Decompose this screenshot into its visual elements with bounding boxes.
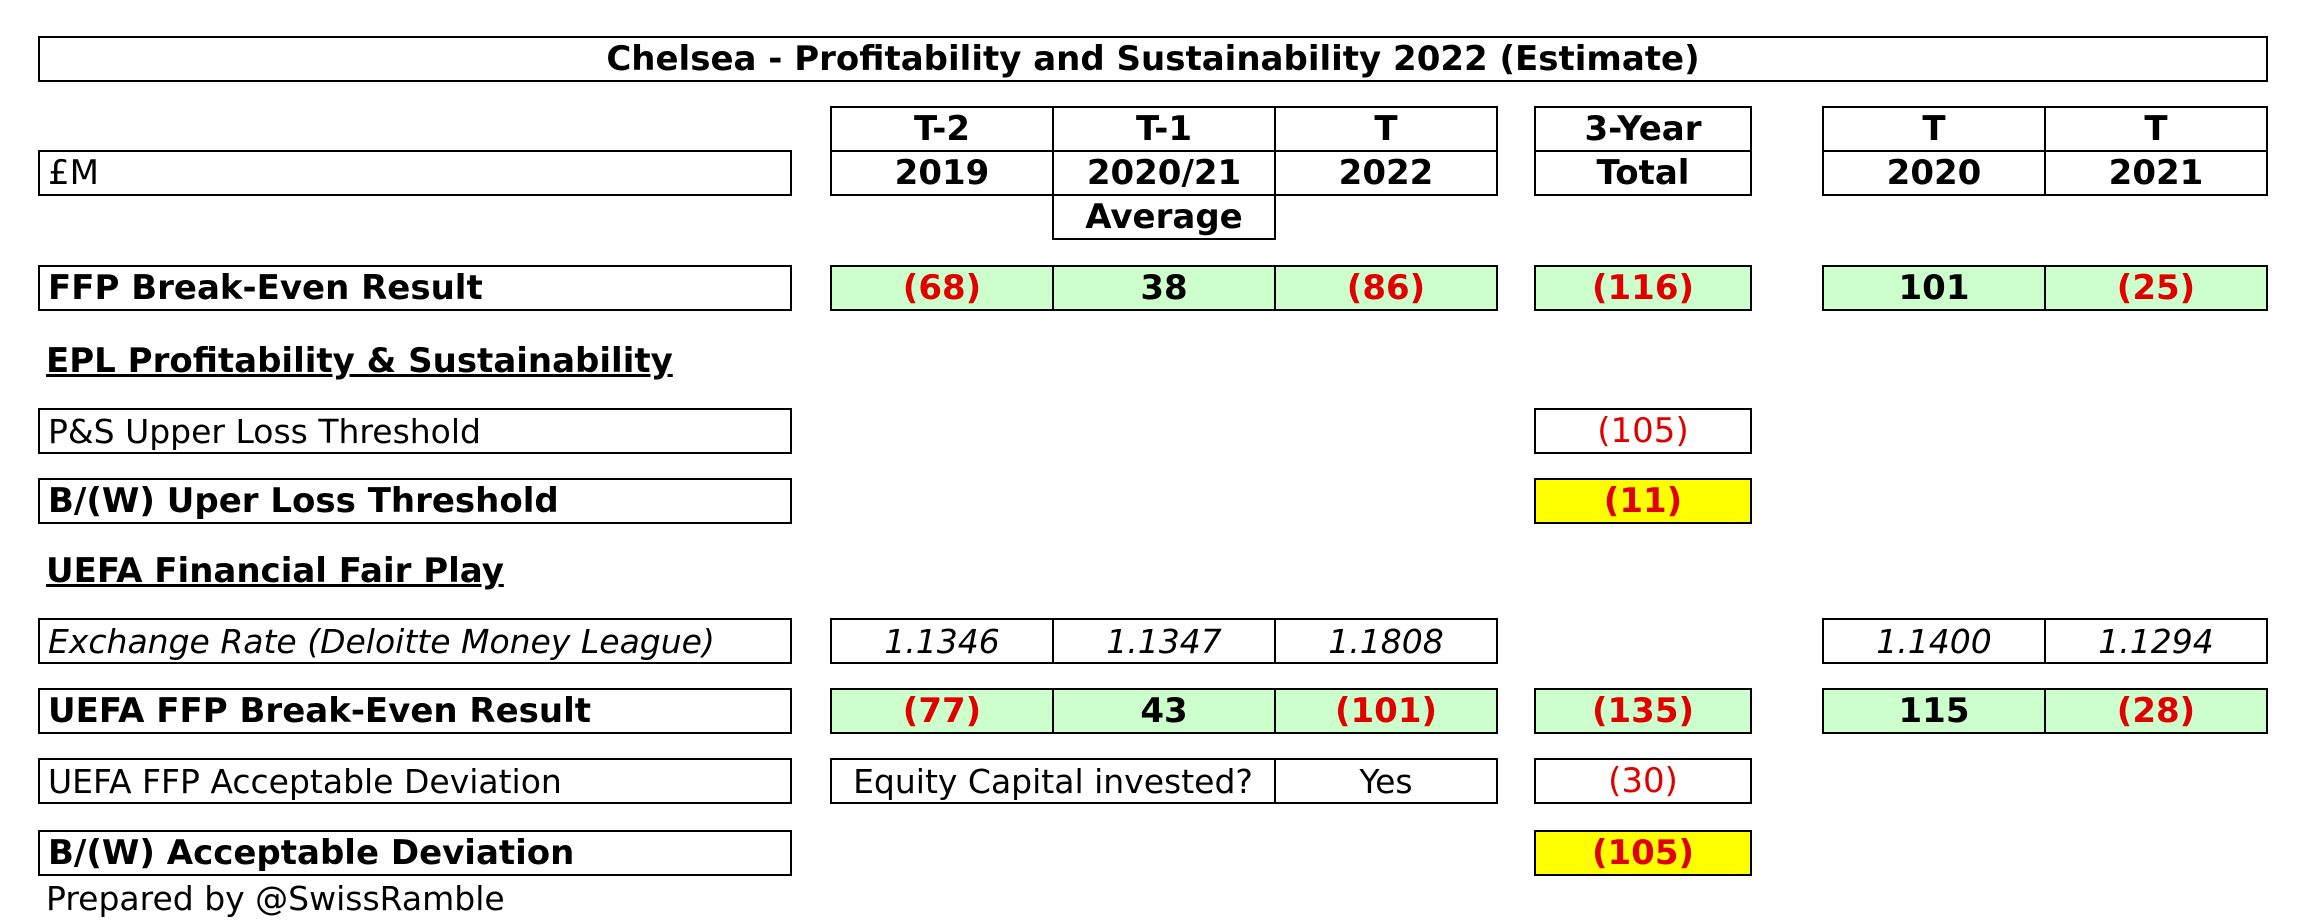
col-t-year: 2022	[1274, 150, 1498, 196]
col-t2021-year: 2021	[2044, 150, 2268, 196]
bw-deviation-total-value: (105)	[1534, 830, 1752, 876]
section-uefa-heading: UEFA Financial Fair Play	[46, 551, 504, 591]
uefa-ffp-t-value: (101)	[1274, 688, 1498, 734]
uefa-ffp-total-value: (135)	[1534, 688, 1752, 734]
col-t2-header: T-2	[830, 106, 1054, 152]
col-t-header: T	[1274, 106, 1498, 152]
uefa-ffp-t2-value: (77)	[830, 688, 1054, 734]
currency-label: £M	[38, 150, 792, 196]
row-deviation-label: UEFA FFP Acceptable Deviation	[38, 758, 792, 804]
col-total-year: Total	[1534, 150, 1752, 196]
ffp-t2020-value: 101	[1822, 265, 2046, 311]
equity-question: Equity Capital invested?	[830, 758, 1276, 804]
exchange-t2020-value: 1.1400	[1822, 618, 2046, 664]
uefa-ffp-t2020-value: 115	[1822, 688, 2046, 734]
ps-threshold-total-value: (105)	[1534, 408, 1752, 454]
table-title: Chelsea - Profitability and Sustainabili…	[38, 36, 2268, 82]
col-t2021-header: T	[2044, 106, 2268, 152]
uefa-ffp-t2021-value: (28)	[2044, 688, 2268, 734]
exchange-t2021-value: 1.1294	[2044, 618, 2268, 664]
col-t1-average: Average	[1052, 194, 1276, 240]
prepared-by-footer: Prepared by @SwissRamble	[46, 878, 505, 918]
row-ffp-label: FFP Break-Even Result	[38, 265, 792, 311]
equity-answer: Yes	[1274, 758, 1498, 804]
col-t2-year: 2019	[830, 150, 1054, 196]
row-uefa-ffp-label: UEFA FFP Break-Even Result	[38, 688, 792, 734]
row-ps-threshold-label: P&S Upper Loss Threshold	[38, 408, 792, 454]
ffp-t2021-value: (25)	[2044, 265, 2268, 311]
ffp-total-value: (116)	[1534, 265, 1752, 311]
deviation-total-value: (30)	[1534, 758, 1752, 804]
section-epl-heading: EPL Profitability & Sustainability	[46, 341, 673, 381]
row-bw-threshold-label: B/(W) Uper Loss Threshold	[38, 478, 792, 524]
col-t1-header: T-1	[1052, 106, 1276, 152]
row-exchange-label: Exchange Rate (Deloitte Money League)	[38, 618, 792, 664]
ffp-t1-value: 38	[1052, 265, 1276, 311]
col-t2020-header: T	[1822, 106, 2046, 152]
uefa-ffp-t1-value: 43	[1052, 688, 1276, 734]
ffp-t2-value: (68)	[830, 265, 1054, 311]
ffp-t-value: (86)	[1274, 265, 1498, 311]
bw-threshold-total-value: (11)	[1534, 478, 1752, 524]
exchange-t1-value: 1.1347	[1052, 618, 1276, 664]
exchange-t-value: 1.1808	[1274, 618, 1498, 664]
col-t2020-year: 2020	[1822, 150, 2046, 196]
exchange-t2-value: 1.1346	[830, 618, 1054, 664]
col-t1-year: 2020/21	[1052, 150, 1276, 196]
col-total-header: 3-Year	[1534, 106, 1752, 152]
row-bw-deviation-label: B/(W) Acceptable Deviation	[38, 830, 792, 876]
